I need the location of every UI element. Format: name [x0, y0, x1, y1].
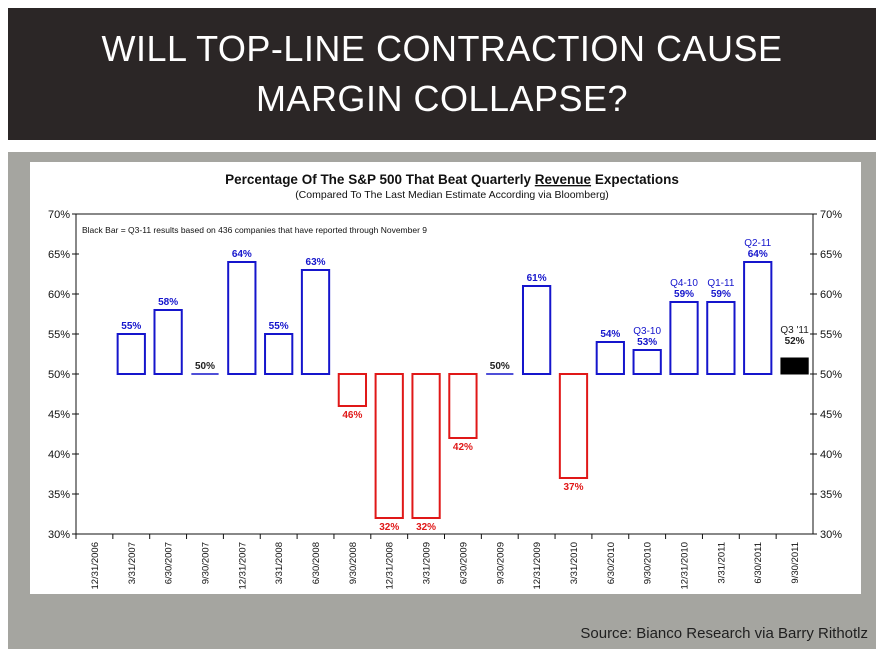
bar-value-label: 64% [232, 249, 252, 260]
x-tick-label: 6/30/2007 [164, 542, 175, 584]
y-tick-label-right: 60% [820, 289, 842, 301]
bar [300, 269, 331, 375]
bar [337, 373, 368, 407]
bar [116, 333, 146, 375]
x-tick-label: 12/31/2007 [237, 542, 248, 590]
y-tick-label-right: 35% [820, 489, 842, 501]
x-axis-labels: 12/31/2006 3/31/2007 6/30/2007 9/30/2007 12/… [90, 542, 801, 590]
bar [669, 301, 699, 375]
bar [706, 301, 736, 375]
bar [153, 309, 183, 375]
chart-title-revenue: Revenue [535, 172, 592, 187]
bar-value-label: 53% [637, 337, 657, 348]
y-tick-label-left: 30% [48, 529, 70, 541]
chart-title: Percentage Of The S&P 500 That Beat Quar… [225, 172, 679, 187]
bar-value-label: 46% [342, 410, 362, 421]
x-tick-label: 6/30/2010 [606, 542, 617, 584]
x-tick-label: 3/31/2009 [422, 542, 433, 584]
chart-title-part-3: Expectations [591, 172, 679, 187]
bar-value-label: 50% [490, 361, 510, 372]
y-tick-label-left: 65% [48, 249, 70, 261]
bar-quarter-label: Q3-10 [633, 326, 661, 337]
bar-value-label: 32% [416, 522, 436, 533]
y-tick-label-right: 70% [820, 209, 842, 221]
x-tick-label: 3/31/2010 [569, 542, 580, 584]
chart-panel: Percentage Of The S&P 500 That Beat Quar… [8, 152, 876, 649]
bar-quarter-label: Q2-11 [744, 238, 771, 249]
bar [632, 349, 662, 375]
y-tick-label-right: 50% [820, 369, 842, 381]
chart-note: Black Bar = Q3-11 results based on 436 c… [82, 225, 427, 235]
y-tick-label-right: 30% [820, 529, 842, 541]
x-tick-label: 9/30/2008 [348, 542, 359, 584]
bar [227, 261, 257, 375]
axes: 30% 30% 35% 35% 40% 40% 45% 45% 50% 50% 55% 55% 60% 6… [48, 209, 842, 541]
bar [448, 373, 478, 439]
bar [411, 373, 441, 519]
bar-value-label: 55% [269, 321, 289, 332]
bar-value-label: 54% [600, 329, 620, 340]
x-tick-label: 3/31/2011 [716, 542, 727, 584]
chart-title-part-1: Percentage Of The S&P 500 That Beat Quar… [225, 172, 535, 187]
bar-value-label: 55% [121, 321, 141, 332]
y-tick-label-left: 50% [48, 369, 70, 381]
x-tick-label: 9/30/2007 [200, 542, 211, 584]
title-banner: WILL TOP-LINE CONTRACTION CAUSE MARGIN C… [8, 8, 876, 140]
bar-value-label: 32% [379, 522, 399, 533]
y-tick-label-left: 40% [48, 449, 70, 461]
bar-quarter-label: Q4-10 [670, 278, 698, 289]
y-tick-label-right: 55% [820, 329, 842, 341]
bars: 55% 58% 50% 64% 55% 63% 46% 32% 32% 42% 50% 61% 37% 5… [116, 238, 809, 533]
x-tick-label: 12/31/2009 [532, 542, 543, 590]
bar-value-label: 58% [158, 297, 178, 308]
bar [264, 333, 294, 375]
bar-value-label: 37% [563, 482, 583, 493]
revenue-beat-chart: Percentage Of The S&P 500 That Beat Quar… [48, 172, 842, 590]
y-tick-label-left: 35% [48, 489, 70, 501]
bar-value-label: 64% [748, 249, 768, 260]
bar-value-label: 63% [306, 257, 326, 268]
bar-value-label: 52% [785, 336, 805, 347]
bar [558, 373, 589, 479]
x-tick-label: 9/30/2010 [643, 542, 654, 584]
bar-value-label: 59% [711, 289, 731, 300]
y-tick-label-left: 45% [48, 409, 70, 421]
x-tick-label: 12/31/2010 [680, 542, 691, 590]
x-tick-label: 3/31/2008 [274, 542, 285, 584]
x-tick-label: 9/30/2009 [495, 542, 506, 584]
y-tick-label-left: 55% [48, 329, 70, 341]
y-tick-label-right: 45% [820, 409, 842, 421]
x-tick-label: 6/30/2011 [753, 542, 764, 584]
x-tick-label: 6/30/2008 [311, 542, 322, 584]
y-tick-label-left: 70% [48, 209, 70, 221]
y-tick-label-left: 60% [48, 289, 70, 301]
bar [743, 261, 773, 375]
bar [595, 341, 625, 375]
banner-title: WILL TOP-LINE CONTRACTION CAUSE MARGIN C… [101, 28, 783, 119]
y-tick-label-right: 65% [820, 249, 842, 261]
y-tick-label-right: 40% [820, 449, 842, 461]
bar [521, 285, 552, 375]
bar [780, 357, 809, 375]
bar-quarter-label: Q3 '11 [780, 325, 809, 336]
x-tick-label: 6/30/2009 [458, 542, 469, 584]
bar-value-label: 59% [674, 289, 694, 300]
source-credit: Source: Bianco Research via Barry Rithot… [580, 625, 868, 642]
bar-value-label: 50% [195, 361, 215, 372]
bar [374, 373, 404, 519]
x-tick-label: 12/31/2006 [90, 542, 101, 590]
bar-value-label: 42% [453, 442, 473, 453]
x-tick-label: 12/31/2008 [385, 542, 396, 590]
chart-area: Percentage Of The S&P 500 That Beat Quar… [30, 162, 861, 594]
x-tick-label: 9/30/2011 [790, 542, 801, 584]
bar-value-label: 61% [527, 273, 547, 284]
chart-subtitle: (Compared To The Last Median Estimate Ac… [295, 189, 609, 201]
x-tick-label: 3/31/2007 [127, 542, 138, 584]
bar-quarter-label: Q1-11 [707, 278, 734, 289]
plot-frame [75, 213, 814, 535]
